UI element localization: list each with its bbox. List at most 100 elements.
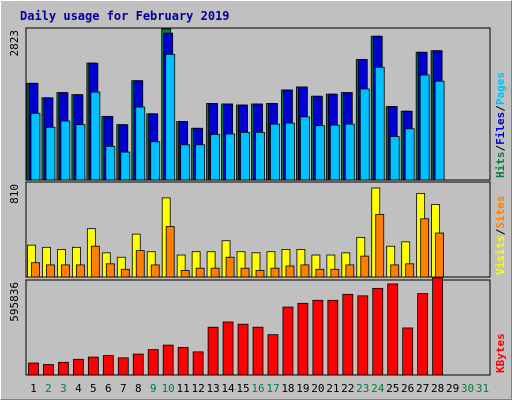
x-tick-day-30: 30 <box>461 382 474 395</box>
bar-kbytes-day-18 <box>282 306 294 376</box>
bar-pages-day-1 <box>30 112 41 181</box>
legend-separator: / <box>494 228 507 235</box>
bar-sites-day-22 <box>345 264 355 278</box>
legend-sites: Sites <box>494 196 507 229</box>
bar-pages-day-11 <box>180 144 191 181</box>
bar-pages-day-25 <box>389 136 400 181</box>
bar-kbytes-day-12 <box>192 351 204 376</box>
bar-sites-day-11 <box>180 270 190 278</box>
bar-sites-day-24 <box>375 213 385 278</box>
bar-kbytes-day-4 <box>72 358 84 376</box>
bar-sites-day-2 <box>46 264 55 278</box>
bar-pages-day-16 <box>255 132 265 181</box>
bar-kbytes-day-17 <box>267 334 279 376</box>
bar-pages-day-24 <box>374 66 385 181</box>
bar-sites-day-3 <box>61 264 70 278</box>
bar-sites-day-7 <box>120 268 130 278</box>
bar-kbytes-day-19 <box>297 302 309 376</box>
bar-sites-day-15 <box>240 267 250 278</box>
chart-title: Daily usage for February 2019 <box>20 9 230 23</box>
x-tick-day-14: 14 <box>221 382 235 395</box>
bar-sites-day-21 <box>330 268 340 278</box>
bar-kbytes-day-21 <box>327 299 339 376</box>
bar-sites-day-14 <box>225 256 235 278</box>
bar-sites-day-23 <box>360 255 370 278</box>
bar-kbytes-day-13 <box>207 326 219 376</box>
bar-pages-day-7 <box>120 151 131 181</box>
bar-sites-day-10 <box>165 226 175 278</box>
bar-pages-day-12 <box>195 144 206 181</box>
x-tick-day-29: 29 <box>446 382 459 395</box>
legend-hits: Hits <box>494 152 507 179</box>
bar-pages-day-20 <box>314 125 325 181</box>
bar-kbytes-day-10 <box>162 344 174 376</box>
x-tick-day-16: 16 <box>251 382 264 395</box>
x-tick-day-26: 26 <box>401 382 414 395</box>
x-tick-day-22: 22 <box>341 382 354 395</box>
panel-3-legend: KBytes <box>494 333 507 373</box>
x-tick-day-7: 7 <box>120 382 127 395</box>
bar-kbytes-day-24 <box>372 287 384 376</box>
legend-files: Files <box>494 112 507 145</box>
x-tick-day-11: 11 <box>177 382 190 395</box>
bar-sites-day-27 <box>420 218 430 278</box>
x-tick-day-1: 1 <box>30 382 37 395</box>
bar-kbytes-day-1 <box>28 362 39 376</box>
legend-separator: / <box>494 105 507 112</box>
bar-pages-day-14 <box>225 133 235 181</box>
bar-pages-day-23 <box>359 88 370 181</box>
bar-sites-day-9 <box>150 264 160 278</box>
x-tick-day-10: 10 <box>162 382 175 395</box>
bar-pages-day-4 <box>75 124 86 181</box>
x-tick-day-18: 18 <box>281 382 294 395</box>
x-tick-day-6: 6 <box>105 382 112 395</box>
legend-pages: Pages <box>494 72 507 105</box>
panel-1-max-label: 2823 <box>8 30 21 57</box>
x-tick-day-9: 9 <box>150 382 157 395</box>
bar-pages-day-17 <box>270 123 280 181</box>
x-tick-day-21: 21 <box>326 382 339 395</box>
x-tick-day-27: 27 <box>416 382 429 395</box>
bar-kbytes-day-25 <box>387 283 399 376</box>
bar-pages-day-15 <box>240 132 250 181</box>
bar-pages-day-13 <box>210 134 221 181</box>
x-tick-day-13: 13 <box>206 382 219 395</box>
bar-sites-day-18 <box>285 265 295 278</box>
bar-kbytes-day-23 <box>357 295 369 376</box>
bar-pages-day-10 <box>165 53 176 181</box>
bar-pages-day-8 <box>135 106 146 181</box>
bar-sites-day-1 <box>31 262 40 278</box>
bar-kbytes-day-20 <box>312 299 324 376</box>
x-tick-day-5: 5 <box>90 382 97 395</box>
bar-pages-day-21 <box>329 124 340 181</box>
x-tick-day-31: 31 <box>476 382 489 395</box>
bar-sites-day-16 <box>255 270 265 278</box>
x-tick-day-17: 17 <box>266 382 279 395</box>
panel-3: 595836 KBytes <box>8 277 507 376</box>
bar-sites-day-13 <box>210 267 220 278</box>
legend-kbytes: KBytes <box>494 333 507 373</box>
bar-kbytes-day-11 <box>177 346 189 376</box>
bar-pages-day-19 <box>299 116 310 181</box>
bar-sites-day-20 <box>315 268 325 278</box>
panel-2-legend: Visits/Sites <box>494 196 507 276</box>
bar-kbytes-day-3 <box>58 361 69 376</box>
bar-kbytes-day-7 <box>117 357 129 376</box>
x-tick-day-15: 15 <box>236 382 249 395</box>
panel-2: 810 Visits/Sites <box>8 181 507 278</box>
x-tick-day-3: 3 <box>60 382 67 395</box>
bar-pages-day-27 <box>419 74 430 181</box>
bar-sites-day-25 <box>390 264 400 278</box>
x-tick-day-25: 25 <box>386 382 399 395</box>
bar-pages-day-28 <box>434 80 445 181</box>
bar-kbytes-day-15 <box>237 323 249 376</box>
bar-pages-day-22 <box>344 123 355 181</box>
bar-sites-day-26 <box>405 263 415 278</box>
bar-sites-day-19 <box>300 264 310 278</box>
panel-3-max-label: 595836 <box>8 282 21 322</box>
legend-visits: Visits <box>494 235 507 275</box>
bar-pages-day-3 <box>60 120 71 181</box>
x-tick-day-20: 20 <box>311 382 324 395</box>
